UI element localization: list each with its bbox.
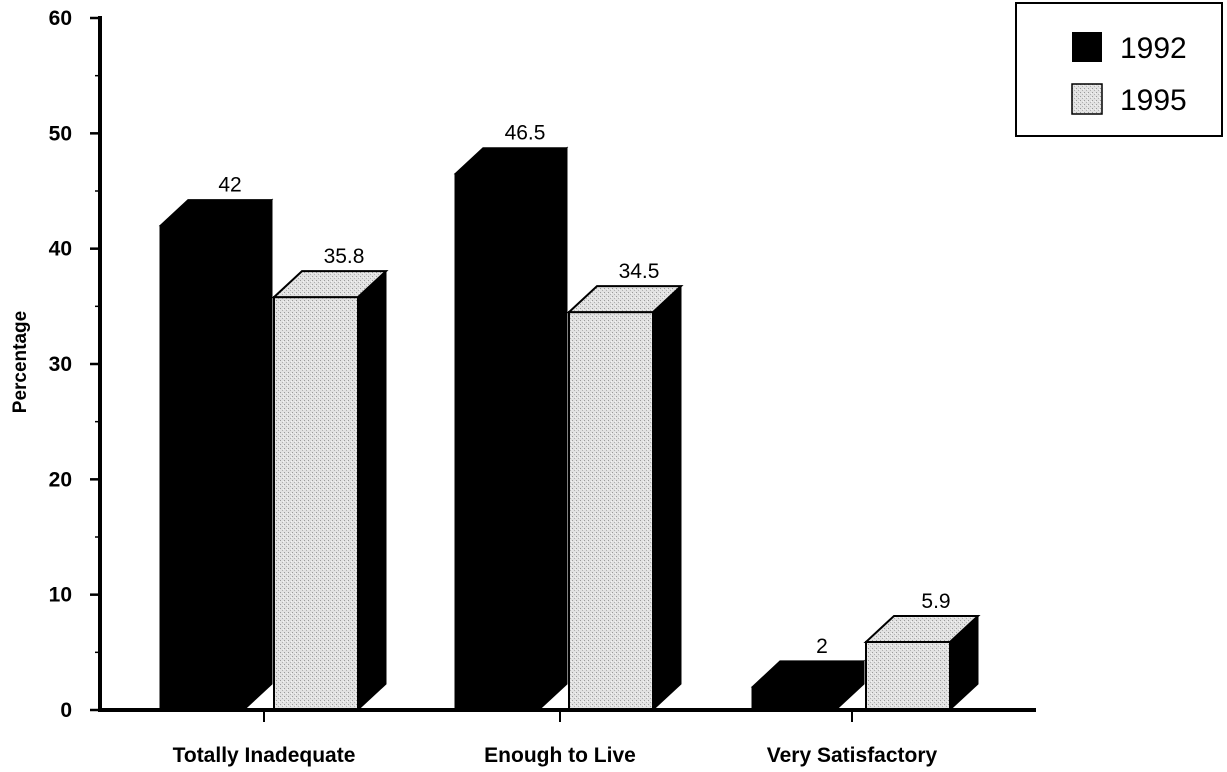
bar-front-face <box>751 686 837 711</box>
bar-front-face <box>568 311 654 711</box>
y-tick-label: 40 <box>49 238 72 261</box>
bar-1995 <box>271 269 389 712</box>
y-tick-label: 10 <box>49 584 72 607</box>
x-category-label: Very Satisfactory <box>767 744 938 767</box>
data-labels: 42 35.8 46.5 34.5 2 5.9 <box>218 122 950 658</box>
y-tick-label: 20 <box>49 468 72 491</box>
data-label-1992: 42 <box>218 174 241 197</box>
bar-side-face <box>835 659 865 712</box>
bar-1992 <box>453 146 569 712</box>
x-category-label: Enough to Live <box>484 744 636 767</box>
bars <box>158 146 981 712</box>
bar-1995 <box>566 284 684 712</box>
bar-front-face <box>273 296 359 711</box>
legend-label-1992: 1992 <box>1120 32 1187 65</box>
legend-box <box>1015 2 1223 137</box>
data-label-1992: 2 <box>816 635 828 658</box>
bar-front-face <box>159 225 245 711</box>
y-tick-label: 0 <box>60 699 72 722</box>
bar-front-face <box>454 173 540 711</box>
legend-swatch-1992 <box>1072 32 1102 62</box>
legend: 1992 1995 <box>1015 2 1223 137</box>
bar-side-face <box>538 146 568 712</box>
data-label-1995: 34.5 <box>619 260 660 283</box>
x-category-label: Totally Inadequate <box>173 744 356 767</box>
data-label-1995: 5.9 <box>921 590 950 613</box>
y-axis-label: Percentage <box>10 311 31 413</box>
bar-front-face <box>865 640 951 711</box>
bar-side-face <box>652 284 682 712</box>
x-axis-labels: Totally Inadequate Enough to Live Very Sat… <box>173 710 938 767</box>
bar-side-face <box>243 198 273 712</box>
legend-label-1995: 1995 <box>1120 84 1187 117</box>
data-label-1995: 35.8 <box>324 245 365 268</box>
legend-swatch-1995 <box>1071 83 1103 115</box>
y-axis-ticks: 0 10 20 30 40 50 60 <box>49 7 100 722</box>
axes <box>98 16 1036 712</box>
y-tick-label: 60 <box>49 7 72 30</box>
bar-1992 <box>750 659 866 712</box>
bar-side-face <box>949 614 979 712</box>
bar-side-face <box>357 269 387 712</box>
data-label-1992: 46.5 <box>505 122 546 145</box>
y-tick-label: 30 <box>49 353 72 376</box>
bar-1995 <box>863 614 981 712</box>
y-tick-label: 50 <box>49 122 72 145</box>
bar-1992 <box>158 198 274 712</box>
